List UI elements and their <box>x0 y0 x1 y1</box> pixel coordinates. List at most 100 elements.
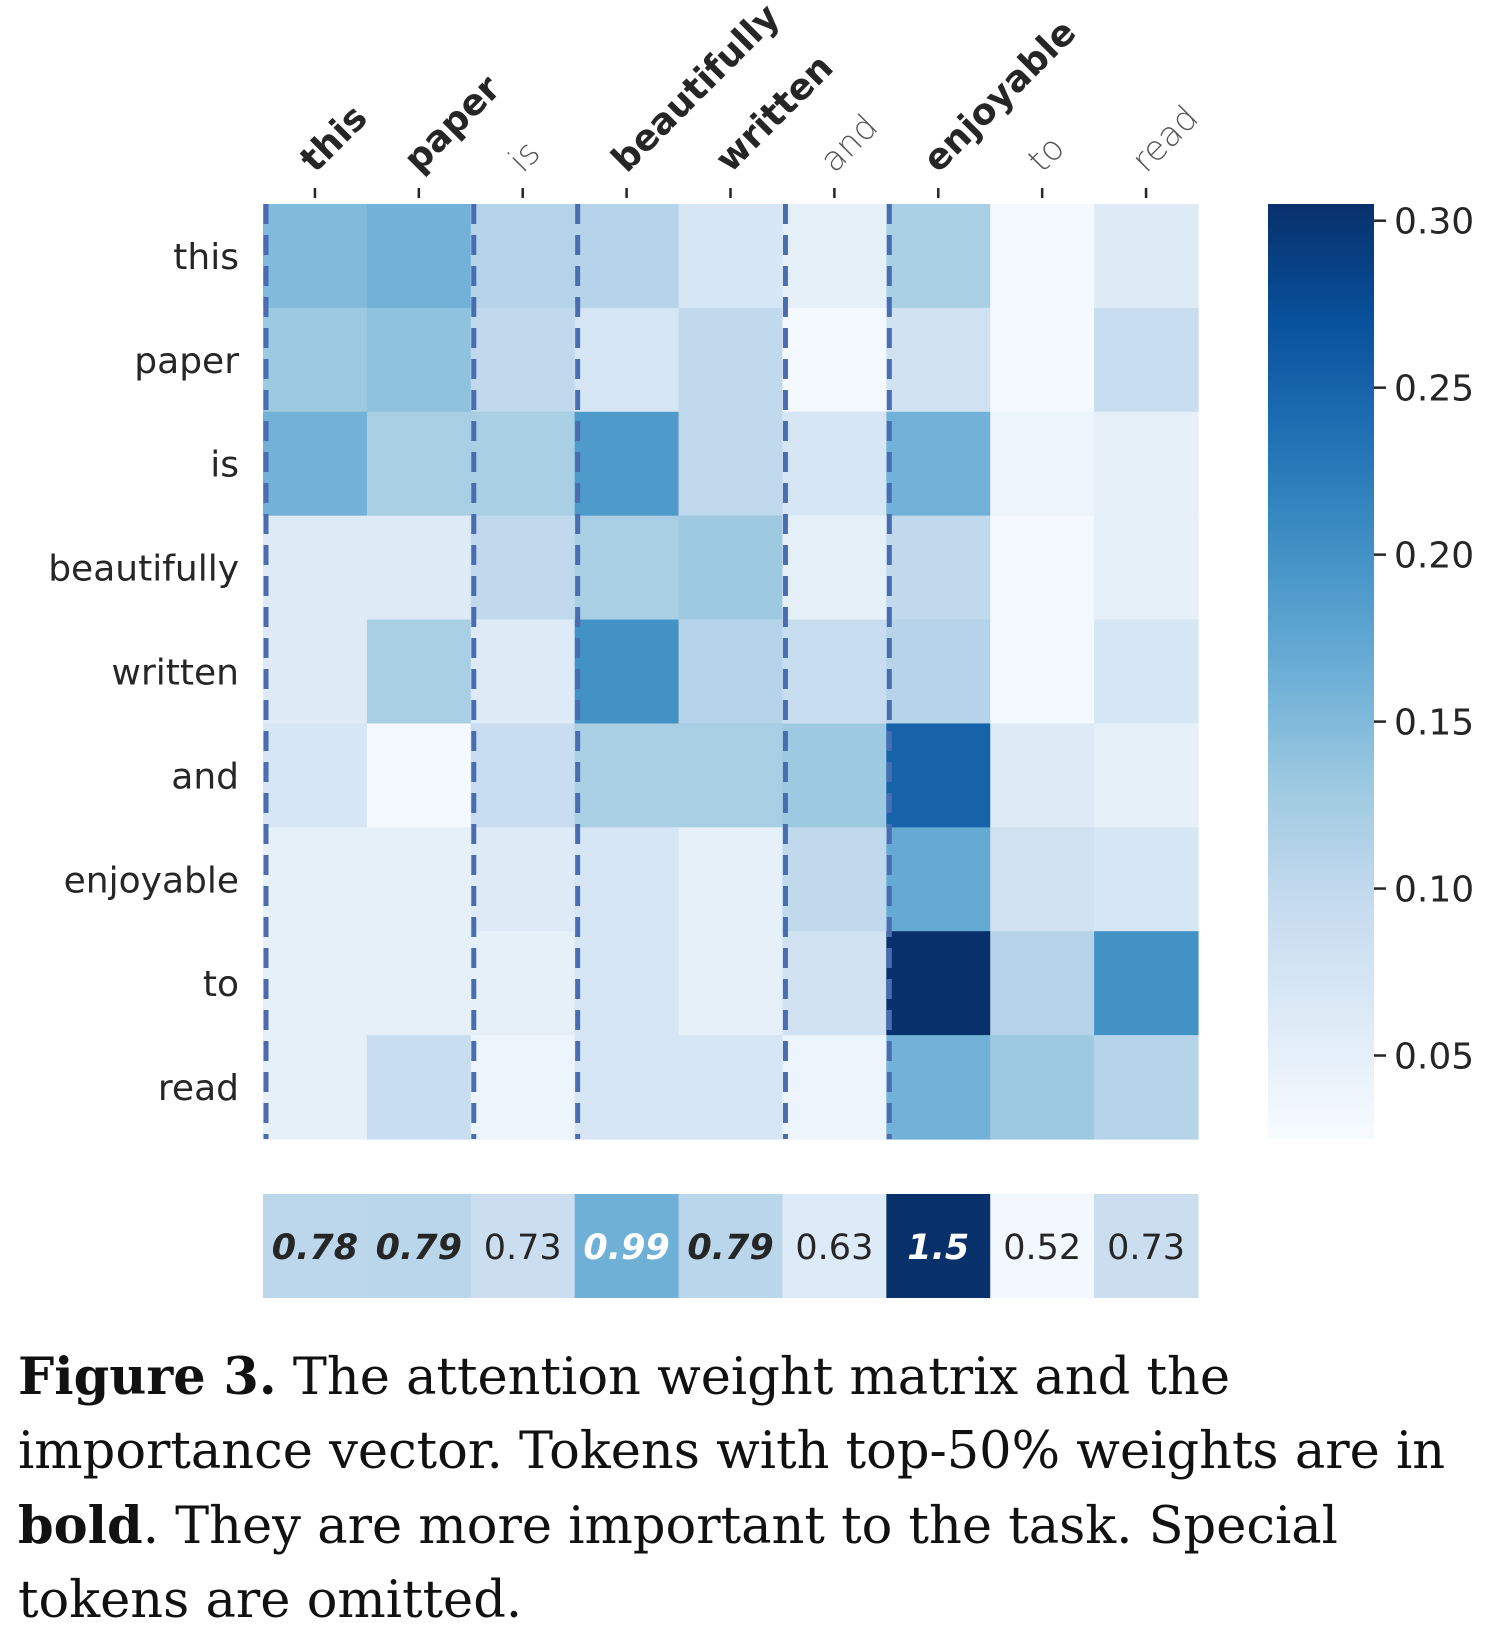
cell-beautifully-to <box>990 515 1095 621</box>
x-token-this: this <box>292 97 375 180</box>
x-token-to: to <box>1020 128 1072 180</box>
importance-value: 0.73 <box>1107 1228 1185 1268</box>
cell-this-beautifully <box>574 204 680 309</box>
cell-read-and <box>782 1035 887 1140</box>
cell-is-written <box>678 411 784 517</box>
cell-beautifully-is <box>470 515 576 621</box>
cell-enjoyable-beautifully <box>574 827 680 932</box>
cell-read-enjoyable <box>886 1035 991 1140</box>
cell-to-read <box>1094 931 1199 1036</box>
cell-read-written <box>678 1035 784 1140</box>
cell-this-this <box>263 204 368 309</box>
y-token-this: this <box>173 237 239 278</box>
cell-beautifully-read <box>1094 515 1199 621</box>
cell-this-enjoyable <box>886 204 991 309</box>
importance-value: 0.78 <box>272 1228 358 1268</box>
cell-enjoyable-paper <box>366 827 472 932</box>
cell-is-to <box>990 411 1095 517</box>
cell-is-beautifully <box>574 411 680 517</box>
cell-is-is <box>470 411 576 517</box>
importance-value: 0.52 <box>1003 1228 1081 1268</box>
dashed-column-markers <box>263 204 892 1139</box>
cell-paper-written <box>678 307 784 413</box>
figure-caption: Figure 3. The attention weight matrix an… <box>18 1340 1493 1638</box>
cell-is-read <box>1094 411 1199 517</box>
cell-to-paper <box>366 931 472 1036</box>
cell-read-to <box>990 1035 1095 1140</box>
cell-paper-enjoyable <box>886 307 991 413</box>
y-token-written: written <box>112 653 239 694</box>
importance-vector: 0.78 0.79 0.73 0.99 0.79 0.63 1.5 0.52 0.73 <box>263 1194 1199 1298</box>
y-token-beautifully: beautifully <box>48 549 239 590</box>
cell-read-paper <box>366 1035 472 1140</box>
cell-beautifully-and <box>782 515 887 621</box>
cell-written-to <box>990 619 1095 725</box>
cell-beautifully-enjoyable <box>886 515 991 621</box>
importance-cell <box>990 1194 1095 1298</box>
cell-and-beautifully <box>574 723 680 828</box>
y-token-enjoyable: enjoyable <box>64 860 239 901</box>
cell-written-read <box>1094 619 1199 725</box>
x-token-and: and <box>812 107 886 181</box>
importance-cell <box>366 1194 472 1298</box>
cell-to-to <box>990 931 1095 1036</box>
cell-enjoyable-written <box>678 827 784 932</box>
cell-and-written <box>678 723 784 828</box>
cell-paper-beautifully <box>574 307 680 413</box>
importance-value: 0.73 <box>484 1228 562 1268</box>
cell-written-this <box>263 619 368 725</box>
cell-enjoyable-read <box>1094 827 1199 932</box>
cell-this-to <box>990 204 1095 309</box>
cell-to-this <box>263 931 368 1036</box>
cell-written-beautifully <box>574 619 680 725</box>
cell-paper-and <box>782 307 887 413</box>
cell-and-read <box>1094 723 1199 828</box>
cell-beautifully-this <box>263 515 368 621</box>
y-token-read: read <box>158 1068 239 1109</box>
cell-this-is <box>470 204 576 309</box>
y-token-and: and <box>171 756 239 797</box>
cell-written-is <box>470 619 576 725</box>
cell-enjoyable-enjoyable <box>886 827 991 932</box>
colorbar-tick-label: 0.30 <box>1394 202 1474 243</box>
cell-is-this <box>263 411 368 517</box>
cell-beautifully-beautifully <box>574 515 680 621</box>
cell-and-to <box>990 723 1095 828</box>
colorbar-tick-label: 0.05 <box>1394 1037 1474 1078</box>
cell-this-paper <box>366 204 472 309</box>
cell-paper-read <box>1094 307 1199 413</box>
importance-cell <box>782 1194 887 1298</box>
cell-written-paper <box>366 619 472 725</box>
cell-enjoyable-is <box>470 827 576 932</box>
cell-written-written <box>678 619 784 725</box>
importance-value: 0.99 <box>583 1228 669 1268</box>
cell-this-and <box>782 204 887 309</box>
cell-and-is <box>470 723 576 828</box>
x-token-read: read <box>1124 98 1206 180</box>
cell-to-is <box>470 931 576 1036</box>
cell-beautifully-paper <box>366 515 472 621</box>
y-token-is: is <box>210 445 239 486</box>
colorbar-tick-label: 0.20 <box>1394 536 1474 577</box>
cell-is-paper <box>366 411 472 517</box>
colorbar-tick-label: 0.10 <box>1394 870 1474 911</box>
cell-written-enjoyable <box>886 619 991 725</box>
attention-matrix <box>263 204 1199 1140</box>
cell-read-is <box>470 1035 576 1140</box>
cell-to-written <box>678 931 784 1036</box>
importance-cell <box>1094 1194 1199 1298</box>
caption-text-2: . They are more important to the task. S… <box>18 1497 1338 1630</box>
y-axis-tokens: this paper is beautifully written and enjoyabl… <box>48 237 239 1109</box>
cell-to-and <box>782 931 887 1036</box>
cell-is-and <box>782 411 887 517</box>
cell-paper-to <box>990 307 1095 413</box>
importance-value: 0.79 <box>376 1228 462 1268</box>
cell-and-and <box>782 723 887 828</box>
cell-beautifully-written <box>678 515 784 621</box>
cell-to-enjoyable <box>886 931 991 1036</box>
importance-value: 0.63 <box>795 1228 873 1268</box>
importance-cell <box>678 1194 784 1298</box>
importance-cell <box>886 1194 991 1298</box>
